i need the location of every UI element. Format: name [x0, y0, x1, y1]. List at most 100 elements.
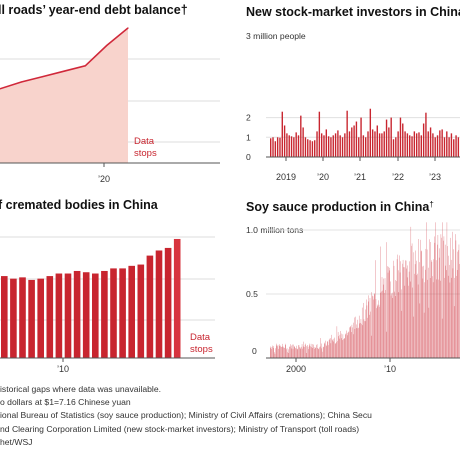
- investors-bar: [325, 129, 327, 157]
- investors-bar: [297, 135, 300, 157]
- cremations-bar: [46, 276, 54, 358]
- investors-bar: [330, 137, 332, 157]
- investors-bar: [422, 123, 425, 157]
- investors-bar: [339, 135, 341, 157]
- investors-bar: [406, 133, 409, 157]
- toll-area: [0, 28, 128, 163]
- investors-bar: [290, 136, 293, 157]
- investors-bar: [432, 133, 434, 157]
- investors-bar: [360, 117, 362, 157]
- investors-bar: [288, 135, 290, 157]
- cremations-bar: [10, 278, 17, 358]
- cremations-bar: [119, 268, 126, 358]
- footer-line-5: het/WSJ: [0, 436, 33, 447]
- investors-bar: [346, 110, 348, 157]
- investors-bar: [348, 131, 351, 157]
- toll-point: [63, 70, 65, 72]
- investors-bar: [293, 137, 295, 157]
- investors-bar: [302, 127, 304, 157]
- footer-line-1: istorical gaps where data was unavailabl…: [0, 384, 161, 394]
- toll-annotation-line2: stops: [134, 148, 157, 159]
- investors-bar: [270, 138, 272, 157]
- investors-bar: [441, 129, 443, 157]
- investors-bar: [309, 140, 311, 157]
- investors-bar: [385, 119, 388, 157]
- investors-xtick-label: ’20: [317, 172, 329, 182]
- investors-bar: [434, 137, 436, 157]
- investors-bar: [388, 127, 390, 157]
- cremations-xtick-label: ’10: [57, 364, 69, 374]
- investors-bar: [429, 127, 432, 157]
- investors-bar: [455, 135, 457, 157]
- investors-bar: [425, 112, 427, 157]
- investors-bar: [323, 135, 325, 157]
- investors-bar: [276, 137, 279, 157]
- toll-point: [42, 76, 44, 78]
- investors-bar: [448, 137, 450, 157]
- investors-bar: [402, 123, 404, 157]
- investors-bar: [390, 117, 392, 157]
- investors-bar: [281, 111, 283, 157]
- soy-xtick-label: 2000: [286, 364, 306, 374]
- investors-bar: [295, 132, 297, 158]
- cremations-bar: [73, 270, 81, 358]
- soy-ytick-label: 0.5: [246, 289, 258, 299]
- cremations-bar: [28, 279, 35, 358]
- investors-bar: [409, 135, 411, 157]
- investors-bar: [286, 133, 288, 157]
- investors-bar: [362, 135, 365, 157]
- cremations-bar: [173, 238, 181, 358]
- investors-xtick-label: ’22: [392, 172, 404, 182]
- investors-bar: [450, 133, 453, 157]
- investors-xtick-label: ’23: [429, 172, 441, 182]
- investors-bar: [351, 127, 353, 157]
- investors-bar: [316, 131, 318, 157]
- investors-bar: [353, 125, 355, 157]
- cremations-bar: [164, 247, 172, 358]
- footer-notes: istorical gaps where data was unavailabl…: [0, 383, 460, 449]
- investors-bar: [411, 136, 413, 157]
- investors-bar: [439, 130, 441, 158]
- investors-bar: [392, 139, 395, 157]
- cremations-bar: [137, 264, 145, 358]
- investors-bar: [314, 140, 316, 157]
- investors-bar: [378, 133, 381, 157]
- investors-xtick-label: 2019: [276, 172, 296, 182]
- investors-bar: [418, 132, 420, 158]
- investors-bar: [300, 115, 302, 157]
- investors-bar: [415, 133, 418, 157]
- investors-bar: [320, 133, 323, 157]
- cremations-bar: [1, 276, 8, 358]
- investors-bar: [341, 137, 344, 157]
- investors-bar: [376, 125, 378, 157]
- investors-bar: [374, 131, 376, 157]
- investors-bar: [420, 135, 422, 157]
- investors-bar: [453, 139, 455, 157]
- soy-title-wrap: Soy sauce production in China†: [246, 200, 434, 214]
- investors-bar: [332, 135, 334, 157]
- investors-ytick-label: 1: [246, 132, 251, 142]
- cremations-bar: [155, 250, 163, 358]
- investors-title: New stock-market investors in China: [246, 5, 460, 19]
- investors-bar: [436, 135, 439, 157]
- investors-unit-label: 3 million people: [246, 31, 306, 41]
- investors-bar: [327, 136, 330, 157]
- cremations-annotation-line1: Data: [190, 332, 211, 343]
- toll-annotation-line1: Data: [134, 136, 155, 147]
- cremations-bar: [92, 273, 99, 358]
- investors-bar: [404, 131, 406, 157]
- investors-bar: [365, 137, 367, 157]
- investors-bar: [355, 121, 358, 157]
- investors-bar: [427, 131, 429, 157]
- toll-xtick-label: ’20: [98, 174, 110, 184]
- cremations-bar: [19, 277, 26, 358]
- investors-bar: [397, 131, 399, 157]
- cremations-bar: [64, 273, 72, 358]
- investors-xtick-label: ’21: [354, 172, 366, 182]
- cremations-bar: [82, 272, 90, 358]
- investors-bar: [311, 141, 314, 157]
- soy-ytick-label: 0: [252, 346, 257, 356]
- soy-xtick-label: ’10: [384, 364, 396, 374]
- investors-bar: [344, 133, 346, 157]
